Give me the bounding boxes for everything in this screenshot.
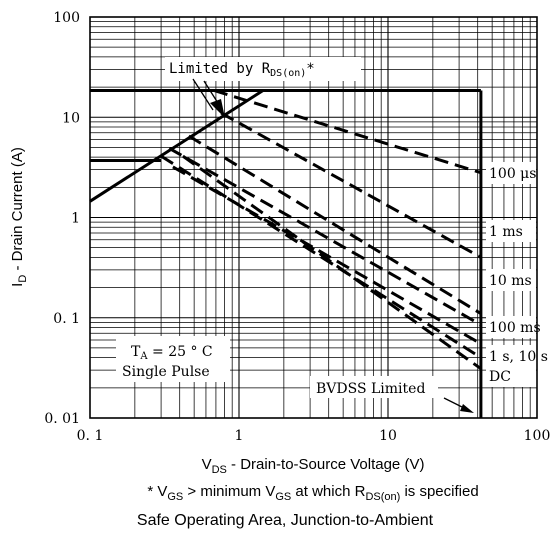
y-tick-label: 0. 1: [53, 311, 80, 327]
dashed-pulse-line-6: [220, 111, 482, 259]
x-tick-label: 1: [235, 428, 244, 444]
series-layer: [89, 89, 483, 418]
footnote: * VGS > minimum VGS at which RDS(on) is …: [147, 483, 478, 503]
y-tick-label: 10: [62, 110, 80, 126]
plot-frame: [89, 16, 538, 419]
curve-label-bg: [486, 162, 536, 184]
dashed-pulse-line-10: [182, 154, 482, 370]
curve-label-bg: [486, 367, 536, 387]
y-tick-label: 100: [53, 10, 80, 26]
solid-limit-line-0: [89, 89, 264, 203]
curve-label-bg: [486, 345, 556, 367]
curve-label-bg: [486, 316, 536, 338]
curve-label-1ms: 1 ms: [489, 224, 523, 240]
rds-limit-sub: DS(on): [270, 68, 306, 79]
annotation-backgrounds: [116, 57, 556, 398]
rds-limit-arrowhead: [210, 99, 225, 118]
curve-label-bg: [486, 220, 536, 242]
rds-limit-annotation: Limited by RDS(on)*: [169, 61, 315, 79]
rds-annotation-bg: [165, 57, 361, 81]
curve-label-bg: [486, 269, 536, 291]
dashed-pulse-line-8: [168, 146, 482, 327]
curve-label-dc: DC: [489, 369, 511, 385]
dashed-pulse-line-4: [213, 89, 482, 175]
dashed-pulse-line-7: [188, 134, 482, 315]
curve-label-10ms: 10 ms: [489, 273, 532, 289]
curve-label-1s-10s: 1 s, 10 s: [489, 349, 548, 365]
dashed-pulse-line-11: [172, 165, 482, 346]
rds-limit-text: Limited by R: [169, 61, 271, 77]
bvdss-arrowhead: [460, 404, 474, 413]
x-axis-label: VDS - Drain-to-Source Voltage (V): [202, 456, 425, 476]
x-tick-label: 0. 1: [77, 428, 104, 444]
ta-annotation-line1: TA = 25 ° C: [131, 344, 213, 362]
curve-label-100ms: 100 ms: [489, 320, 541, 336]
y-tick-label: 1: [71, 211, 80, 227]
x-tick-label: 10: [379, 428, 397, 444]
chart-title: Safe Operating Area, Junction-to-Ambient: [137, 512, 434, 529]
rds-limit-suffix: *: [306, 61, 314, 77]
curve-label-100us: 100 μs: [489, 166, 536, 182]
y-tick-label: 0. 01: [44, 411, 80, 427]
ta-annotation-line2: Single Pulse: [122, 364, 210, 380]
bvdss-annotation-bg: [310, 376, 438, 398]
x-tick-label: 100: [524, 428, 551, 444]
y-axis-label: ID - Drain Current (A): [9, 147, 29, 287]
ta-annotation-bg: [116, 336, 230, 382]
bvdss-annotation: BVDSS Limited: [316, 381, 425, 397]
